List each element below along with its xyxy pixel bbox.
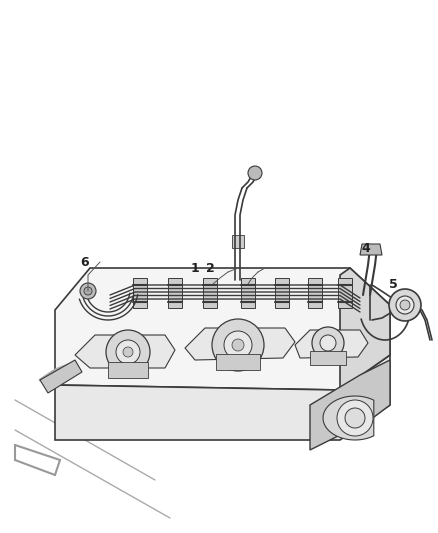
- Polygon shape: [55, 268, 390, 390]
- Circle shape: [345, 408, 365, 428]
- Polygon shape: [340, 268, 390, 390]
- Circle shape: [312, 327, 344, 359]
- Circle shape: [400, 300, 410, 310]
- Text: 2: 2: [205, 262, 214, 274]
- Polygon shape: [40, 360, 82, 393]
- Polygon shape: [216, 354, 260, 370]
- Polygon shape: [295, 330, 368, 358]
- Polygon shape: [232, 235, 244, 248]
- Text: 5: 5: [389, 279, 397, 292]
- Circle shape: [248, 166, 262, 180]
- Circle shape: [232, 339, 244, 351]
- Polygon shape: [275, 278, 289, 308]
- Polygon shape: [308, 278, 322, 308]
- Circle shape: [106, 330, 150, 374]
- Polygon shape: [108, 362, 148, 378]
- Circle shape: [84, 287, 92, 295]
- Polygon shape: [241, 278, 255, 308]
- Polygon shape: [133, 278, 147, 308]
- Circle shape: [396, 296, 414, 314]
- Text: 6: 6: [81, 255, 89, 269]
- Text: 1: 1: [191, 262, 199, 274]
- Polygon shape: [168, 278, 182, 308]
- Polygon shape: [338, 278, 352, 308]
- Circle shape: [123, 347, 133, 357]
- Polygon shape: [55, 355, 390, 440]
- Circle shape: [337, 400, 373, 436]
- Circle shape: [116, 340, 140, 364]
- Circle shape: [389, 289, 421, 321]
- Polygon shape: [185, 328, 295, 360]
- Circle shape: [224, 331, 252, 359]
- Polygon shape: [310, 351, 346, 365]
- Text: 4: 4: [362, 241, 371, 254]
- Polygon shape: [360, 244, 382, 255]
- Circle shape: [212, 319, 264, 371]
- Polygon shape: [75, 335, 175, 368]
- Polygon shape: [203, 278, 217, 308]
- Polygon shape: [310, 360, 390, 450]
- Circle shape: [320, 335, 336, 351]
- Circle shape: [80, 283, 96, 299]
- Polygon shape: [323, 396, 374, 440]
